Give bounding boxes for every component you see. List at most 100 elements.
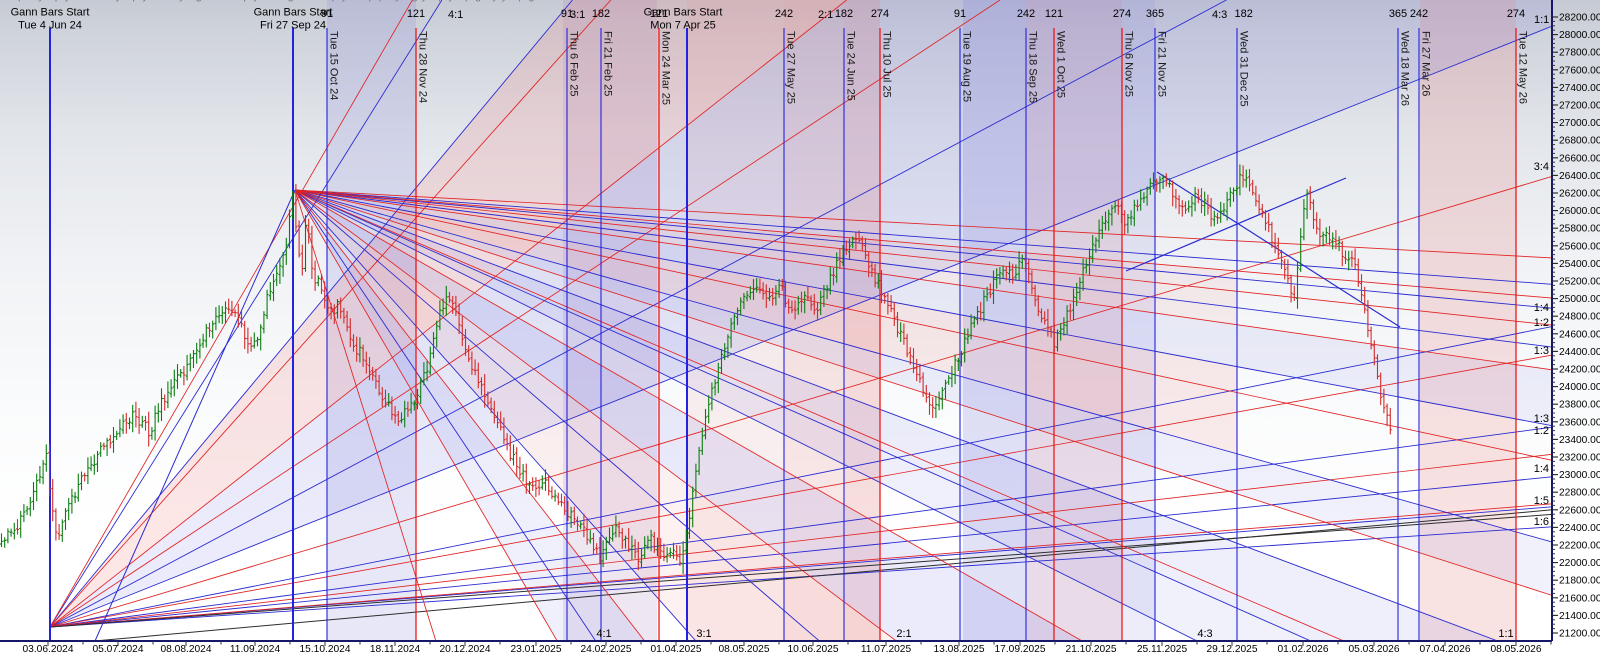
svg-text:24000.00: 24000.00 [1559, 382, 1600, 393]
svg-text:21200.00: 21200.00 [1559, 629, 1600, 640]
svg-text:1:2: 1:2 [1534, 425, 1549, 437]
svg-text:08.05.2025: 08.05.2025 [719, 644, 770, 653]
svg-text:182: 182 [592, 8, 610, 20]
svg-text:27600.00: 27600.00 [1559, 65, 1600, 76]
svg-text:25000.00: 25000.00 [1559, 294, 1600, 305]
svg-text:29.12.2025: 29.12.2025 [1207, 644, 1258, 653]
svg-text:21400.00: 21400.00 [1559, 611, 1600, 622]
svg-text:22200.00: 22200.00 [1559, 541, 1600, 552]
svg-text:91: 91 [561, 8, 573, 20]
svg-text:2:1: 2:1 [896, 628, 911, 640]
svg-text:24200.00: 24200.00 [1559, 365, 1600, 376]
svg-text:13.08.2025: 13.08.2025 [934, 644, 985, 653]
svg-text:25400.00: 25400.00 [1559, 259, 1600, 270]
svg-text:23000.00: 23000.00 [1559, 470, 1600, 481]
svg-text:Thu 28 Nov 24: Thu 28 Nov 24 [417, 31, 429, 103]
svg-text:24600.00: 24600.00 [1559, 329, 1600, 340]
svg-text:24.02.2025: 24.02.2025 [581, 644, 632, 653]
svg-text:Fri 21 Nov 25: Fri 21 Nov 25 [1156, 31, 1168, 97]
svg-text:Wed 31 Dec 25: Wed 31 Dec 25 [1238, 31, 1250, 107]
svg-text:03.06.2024: 03.06.2024 [23, 644, 74, 653]
svg-text:25600.00: 25600.00 [1559, 241, 1600, 252]
svg-text:15.10.2024: 15.10.2024 [300, 644, 351, 653]
svg-text:24400.00: 24400.00 [1559, 347, 1600, 358]
svg-text:274: 274 [1507, 8, 1525, 20]
svg-text:1:1: 1:1 [1498, 628, 1513, 640]
svg-text:23800.00: 23800.00 [1559, 400, 1600, 411]
svg-text:1:5: 1:5 [1534, 495, 1549, 507]
svg-text:Wed 18 Mar 26: Wed 18 Mar 26 [1399, 31, 1411, 106]
svg-text:1:6: 1:6 [1534, 516, 1549, 528]
svg-text:08.05.2026: 08.05.2026 [1491, 644, 1542, 653]
svg-text:Mon 7 Apr 25: Mon 7 Apr 25 [650, 20, 715, 32]
svg-text:21600.00: 21600.00 [1559, 593, 1600, 604]
svg-text:18.11.2024: 18.11.2024 [370, 644, 421, 653]
svg-text:26200.00: 26200.00 [1559, 189, 1600, 200]
svg-text:25.11.2025: 25.11.2025 [1137, 644, 1188, 653]
svg-text:Tue 24 Jun 25: Tue 24 Jun 25 [845, 31, 857, 101]
svg-text:27200.00: 27200.00 [1559, 101, 1600, 112]
svg-text:11.07.2025: 11.07.2025 [861, 644, 912, 653]
svg-text:Tue 27 May 25: Tue 27 May 25 [785, 31, 797, 104]
svg-text:1:1: 1:1 [1534, 14, 1549, 26]
svg-text:23200.00: 23200.00 [1559, 453, 1600, 464]
svg-text:17.09.2025: 17.09.2025 [995, 644, 1046, 653]
svg-text:4:1: 4:1 [596, 628, 611, 640]
svg-text:Thu 6 Nov 25: Thu 6 Nov 25 [1123, 31, 1135, 97]
svg-text:21800.00: 21800.00 [1559, 576, 1600, 587]
svg-text:Fri 27 Sep 24: Fri 27 Sep 24 [260, 20, 326, 32]
svg-text:Mon 24 Mar 25: Mon 24 Mar 25 [660, 31, 672, 105]
svg-text:Wed 1 Oct 25: Wed 1 Oct 25 [1055, 31, 1067, 98]
svg-text:Gann Bars Start: Gann Bars Start [254, 7, 333, 19]
svg-text:pay py relay py day gann py re: pay py relay py day gann py region py ap… [18, 0, 539, 2]
svg-text:22600.00: 22600.00 [1559, 505, 1600, 516]
svg-text:Thu 18 Sep 25: Thu 18 Sep 25 [1027, 31, 1039, 103]
svg-text:Thu 10 Jul 25: Thu 10 Jul 25 [881, 31, 893, 98]
svg-text:Fri 21 Feb 25: Fri 21 Feb 25 [602, 31, 614, 96]
svg-text:Gann Bars Start: Gann Bars Start [11, 7, 90, 19]
svg-text:1:4: 1:4 [1534, 302, 1549, 314]
svg-text:22400.00: 22400.00 [1559, 523, 1600, 534]
svg-text:3:1: 3:1 [696, 628, 711, 640]
svg-text:25200.00: 25200.00 [1559, 277, 1600, 288]
svg-text:Tue 15 Oct 24: Tue 15 Oct 24 [328, 31, 340, 100]
svg-text:Tue 12 May 26: Tue 12 May 26 [1517, 31, 1529, 104]
svg-text:Thu 6 Feb 25: Thu 6 Feb 25 [568, 31, 580, 96]
svg-text:Gann Bars Start: Gann Bars Start [644, 7, 723, 19]
svg-text:242: 242 [775, 8, 793, 20]
svg-text:242: 242 [1017, 8, 1035, 20]
svg-text:91: 91 [954, 8, 966, 20]
svg-text:23.01.2025: 23.01.2025 [511, 644, 562, 653]
svg-text:07.04.2026: 07.04.2026 [1420, 644, 1471, 653]
svg-text:01.02.2026: 01.02.2026 [1278, 644, 1329, 653]
svg-text:3:4: 3:4 [1534, 161, 1549, 173]
svg-text:4:3: 4:3 [1212, 9, 1227, 21]
svg-text:Tue 4 Jun 24: Tue 4 Jun 24 [18, 20, 82, 32]
svg-text:26600.00: 26600.00 [1559, 153, 1600, 164]
svg-text:25800.00: 25800.00 [1559, 224, 1600, 235]
svg-text:20.12.2024: 20.12.2024 [440, 644, 491, 653]
svg-text:1:3: 1:3 [1534, 413, 1549, 425]
svg-text:11.09.2024: 11.09.2024 [230, 644, 281, 653]
svg-text:24800.00: 24800.00 [1559, 312, 1600, 323]
svg-text:05.03.2026: 05.03.2026 [1349, 644, 1400, 653]
svg-text:3:1: 3:1 [570, 9, 585, 21]
svg-text:365: 365 [1389, 8, 1407, 20]
svg-text:Tue 19 Aug 25: Tue 19 Aug 25 [961, 31, 973, 102]
svg-text:1:4: 1:4 [1534, 463, 1549, 475]
svg-text:26000.00: 26000.00 [1559, 206, 1600, 217]
svg-text:1:3: 1:3 [1534, 345, 1549, 357]
svg-text:4:1: 4:1 [448, 9, 463, 21]
svg-text:22000.00: 22000.00 [1559, 558, 1600, 569]
svg-text:121: 121 [407, 8, 425, 20]
svg-text:10.06.2025: 10.06.2025 [788, 644, 839, 653]
svg-text:121: 121 [650, 8, 668, 20]
svg-text:1:2: 1:2 [1534, 317, 1549, 329]
svg-text:22800.00: 22800.00 [1559, 488, 1600, 499]
svg-text:05.07.2024: 05.07.2024 [93, 644, 144, 653]
svg-text:27800.00: 27800.00 [1559, 48, 1600, 59]
svg-text:365: 365 [1146, 8, 1164, 20]
svg-text:26800.00: 26800.00 [1559, 136, 1600, 147]
svg-text:23600.00: 23600.00 [1559, 417, 1600, 428]
svg-text:01.04.2025: 01.04.2025 [651, 644, 702, 653]
